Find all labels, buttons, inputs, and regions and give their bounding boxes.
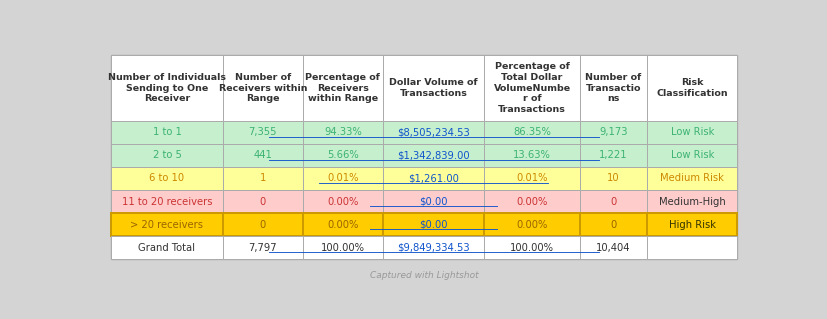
- Text: Medium Risk: Medium Risk: [660, 174, 724, 183]
- Text: Risk
Classification: Risk Classification: [656, 78, 727, 98]
- Text: Dollar Volume of
Transactions: Dollar Volume of Transactions: [389, 78, 477, 98]
- Text: 86.35%: 86.35%: [513, 127, 550, 137]
- Text: 0.01%: 0.01%: [327, 174, 358, 183]
- Bar: [484, 121, 579, 144]
- Text: > 20 receivers: > 20 receivers: [131, 220, 203, 230]
- Bar: [303, 56, 383, 121]
- Text: 10,404: 10,404: [595, 243, 630, 253]
- Bar: [484, 144, 579, 167]
- Text: Medium-High: Medium-High: [658, 197, 725, 207]
- Text: Low Risk: Low Risk: [670, 150, 713, 160]
- Text: Percentage of
Total Dollar
VolumeNumbe
r of
Transactions: Percentage of Total Dollar VolumeNumbe r…: [493, 62, 570, 114]
- Bar: [579, 167, 647, 190]
- Text: Grand Total: Grand Total: [138, 243, 195, 253]
- Text: $1,261.00: $1,261.00: [408, 174, 459, 183]
- Bar: [383, 190, 484, 213]
- Text: 10: 10: [606, 174, 619, 183]
- Bar: [222, 144, 303, 167]
- Bar: [484, 190, 579, 213]
- Text: $8,505,234.53: $8,505,234.53: [397, 127, 470, 137]
- Text: 11 to 20 receivers: 11 to 20 receivers: [122, 197, 212, 207]
- Text: $1,342,839.00: $1,342,839.00: [397, 150, 470, 160]
- Text: 100.00%: 100.00%: [321, 243, 365, 253]
- Text: 13.63%: 13.63%: [513, 150, 550, 160]
- Bar: [383, 167, 484, 190]
- Bar: [383, 236, 484, 259]
- Bar: [579, 213, 647, 236]
- Text: 0.00%: 0.00%: [516, 197, 547, 207]
- Bar: [484, 236, 579, 259]
- Text: 100.00%: 100.00%: [509, 243, 553, 253]
- Text: Percentage of
Receivers
within Range: Percentage of Receivers within Range: [305, 73, 380, 103]
- Text: 1,221: 1,221: [599, 150, 627, 160]
- Text: High Risk: High Risk: [668, 220, 715, 230]
- Bar: [484, 213, 579, 236]
- Bar: [222, 56, 303, 121]
- Bar: [579, 144, 647, 167]
- Bar: [303, 190, 383, 213]
- Bar: [222, 213, 303, 236]
- Bar: [647, 56, 737, 121]
- Text: 0: 0: [609, 197, 616, 207]
- Bar: [111, 190, 222, 213]
- Bar: [647, 236, 737, 259]
- Text: Captured with Lightshot: Captured with Lightshot: [370, 271, 478, 280]
- Bar: [647, 121, 737, 144]
- Bar: [383, 144, 484, 167]
- Text: 1 to 1: 1 to 1: [152, 127, 181, 137]
- Text: Low Risk: Low Risk: [670, 127, 713, 137]
- Text: 7,355: 7,355: [248, 127, 277, 137]
- Bar: [111, 167, 222, 190]
- Text: 0: 0: [260, 197, 265, 207]
- Bar: [579, 121, 647, 144]
- Bar: [303, 213, 383, 236]
- Bar: [111, 56, 737, 259]
- Bar: [111, 213, 222, 236]
- Bar: [111, 236, 222, 259]
- Bar: [111, 56, 222, 121]
- Text: 5.66%: 5.66%: [327, 150, 358, 160]
- Text: 0.00%: 0.00%: [516, 220, 547, 230]
- Bar: [383, 213, 484, 236]
- Bar: [222, 167, 303, 190]
- Text: 2 to 5: 2 to 5: [152, 150, 181, 160]
- Text: 0.01%: 0.01%: [516, 174, 547, 183]
- Text: 94.33%: 94.33%: [323, 127, 361, 137]
- Text: 9,173: 9,173: [599, 127, 627, 137]
- Bar: [647, 144, 737, 167]
- Bar: [303, 236, 383, 259]
- Bar: [647, 213, 737, 236]
- Bar: [484, 56, 579, 121]
- Bar: [383, 121, 484, 144]
- Text: 0: 0: [609, 220, 616, 230]
- Bar: [303, 121, 383, 144]
- Text: 0.00%: 0.00%: [327, 220, 358, 230]
- Bar: [579, 190, 647, 213]
- Bar: [222, 236, 303, 259]
- Text: Number of
Receivers within
Range: Number of Receivers within Range: [218, 73, 307, 103]
- Bar: [579, 56, 647, 121]
- Bar: [579, 236, 647, 259]
- Bar: [222, 121, 303, 144]
- Text: 0.00%: 0.00%: [327, 197, 358, 207]
- Text: 7,797: 7,797: [248, 243, 277, 253]
- Bar: [383, 56, 484, 121]
- Bar: [303, 144, 383, 167]
- Bar: [111, 121, 222, 144]
- Text: 1: 1: [259, 174, 265, 183]
- Bar: [222, 190, 303, 213]
- Bar: [111, 144, 222, 167]
- Bar: [647, 167, 737, 190]
- Text: $9,849,334.53: $9,849,334.53: [397, 243, 470, 253]
- Text: Number of
Transactio
ns: Number of Transactio ns: [585, 73, 641, 103]
- Text: $0.00: $0.00: [419, 220, 447, 230]
- Text: 0: 0: [260, 220, 265, 230]
- Bar: [484, 167, 579, 190]
- Text: 6 to 10: 6 to 10: [149, 174, 184, 183]
- Text: 441: 441: [253, 150, 272, 160]
- Bar: [647, 190, 737, 213]
- Text: Number of Individuals
Sending to One
Receiver: Number of Individuals Sending to One Rec…: [108, 73, 226, 103]
- Bar: [303, 167, 383, 190]
- Text: $0.00: $0.00: [419, 197, 447, 207]
